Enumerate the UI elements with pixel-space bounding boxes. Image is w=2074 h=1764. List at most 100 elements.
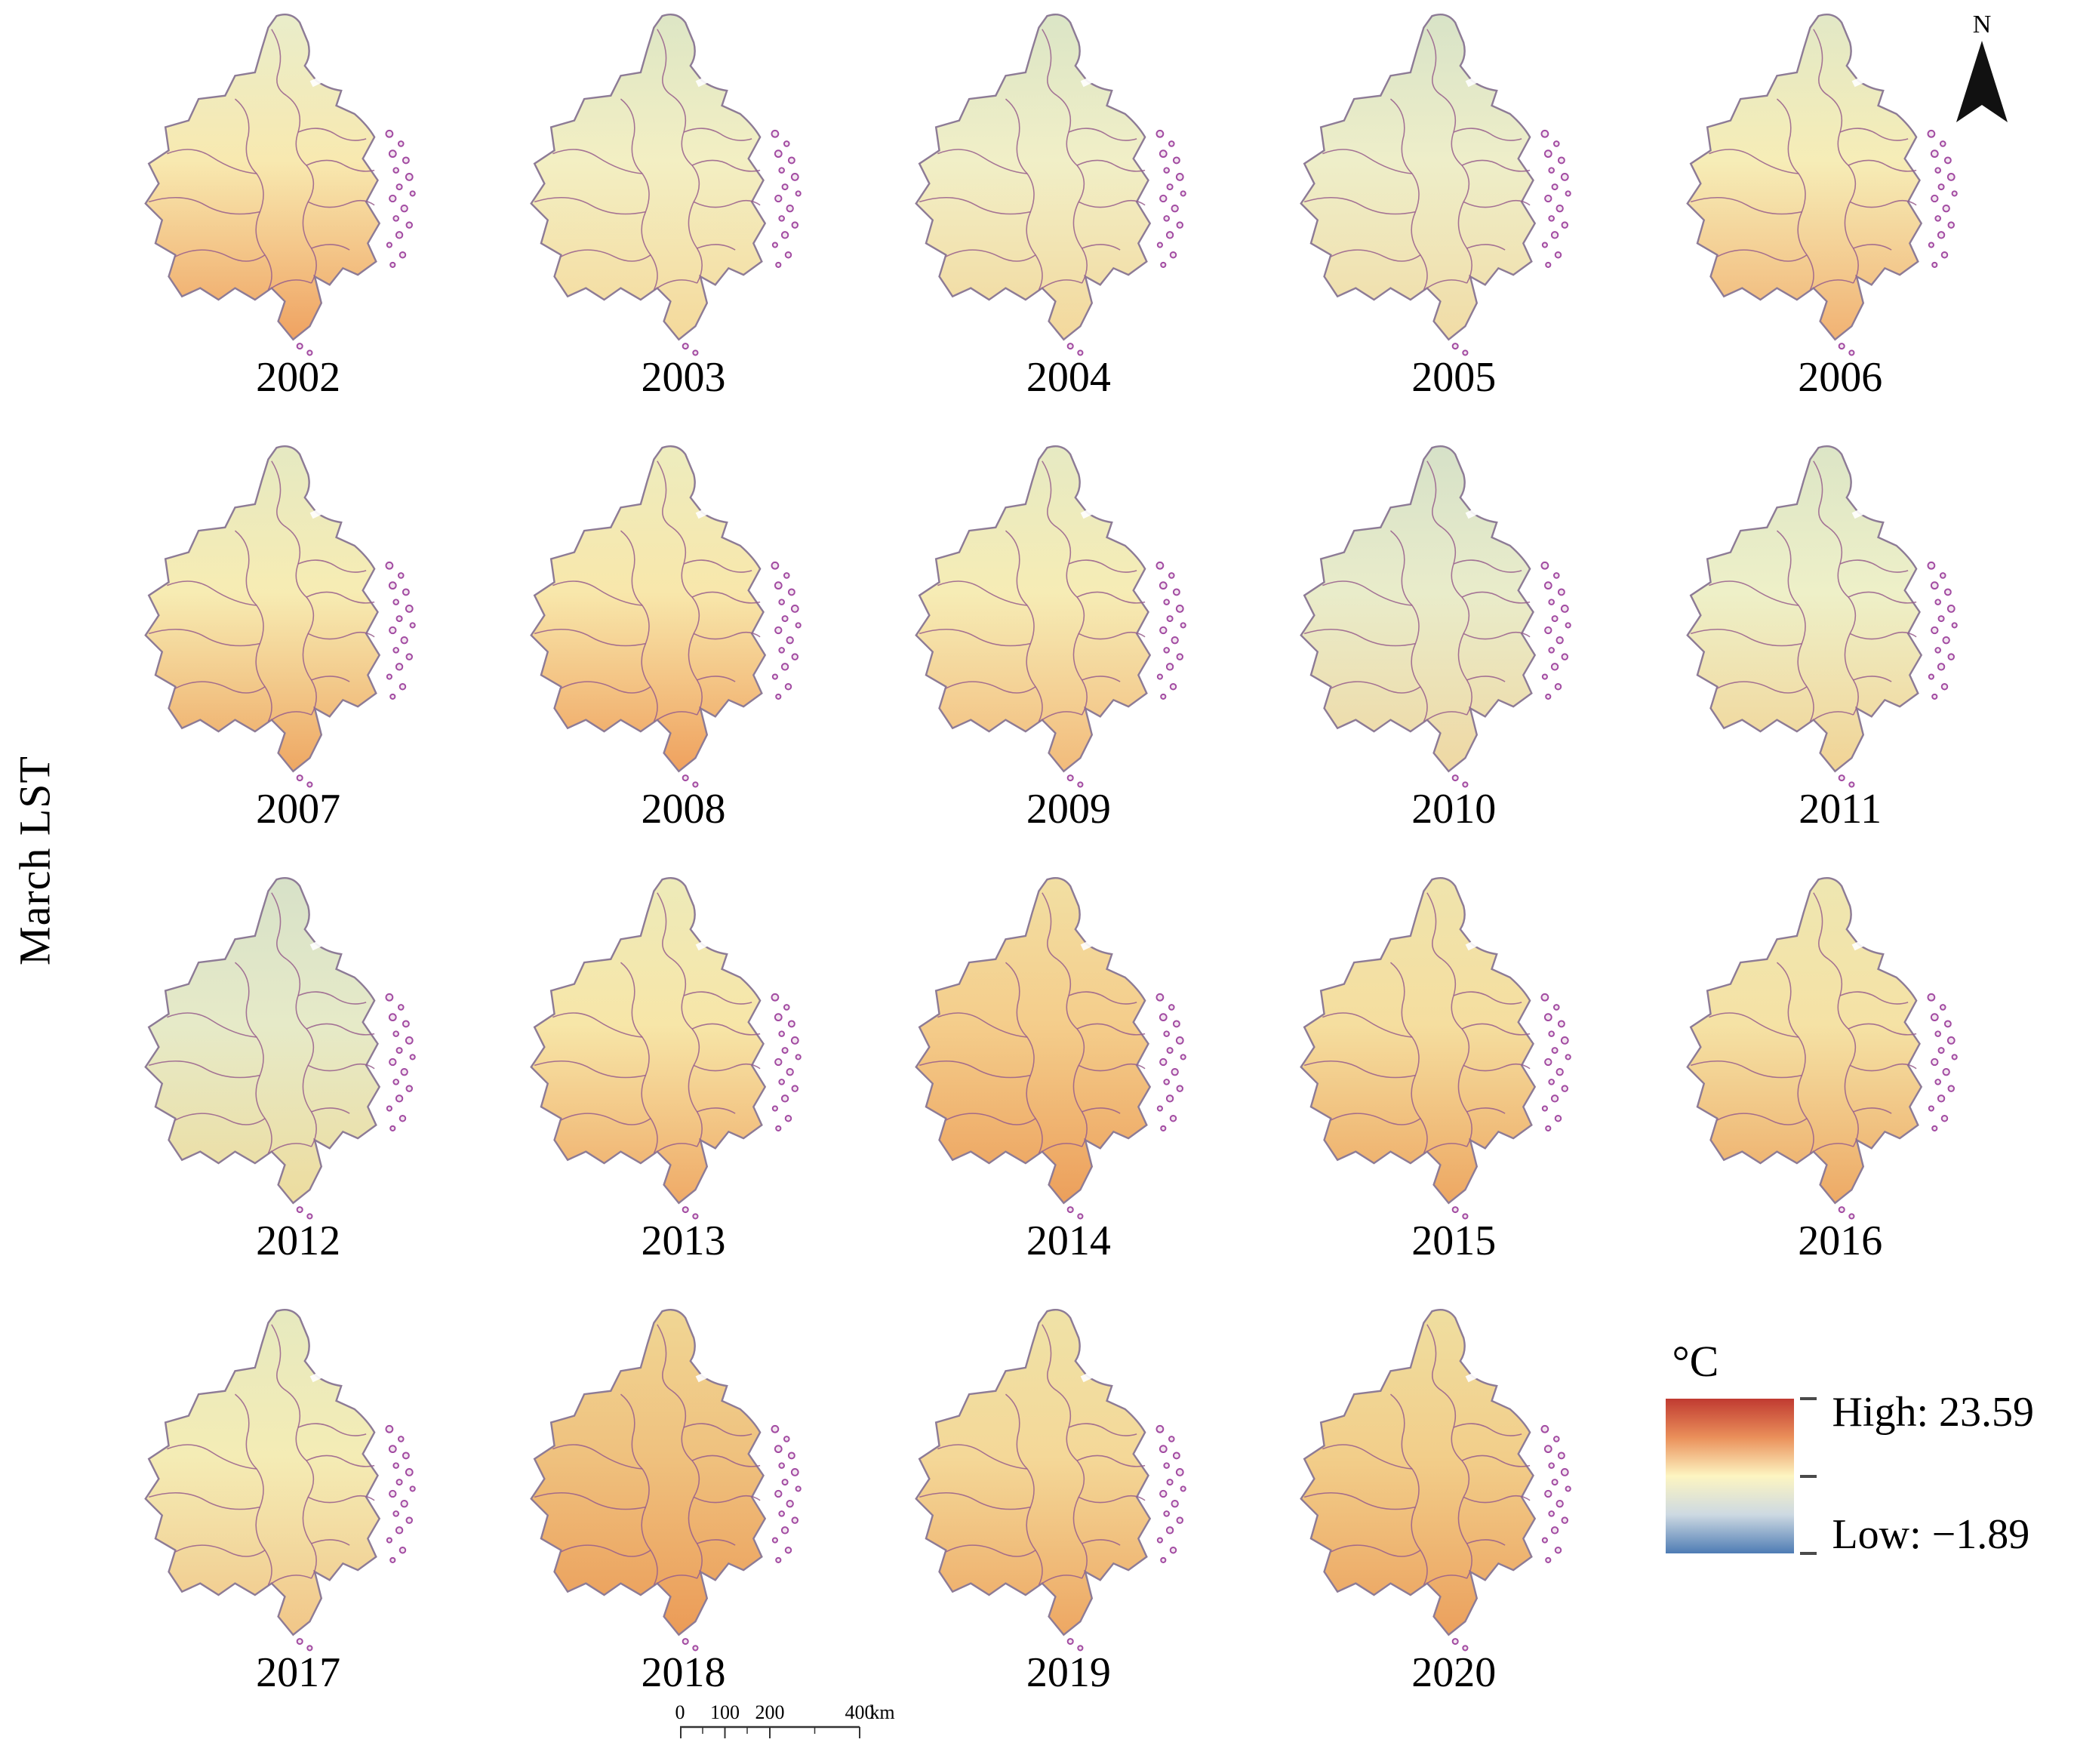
year-label: 2016: [1798, 1218, 1883, 1264]
river-band: [1080, 924, 1157, 951]
island-speckles: [1838, 993, 1958, 1220]
island-speckles: [1838, 561, 1958, 788]
province-shape: [529, 1309, 766, 1636]
prefecture-boundaries: [1304, 1324, 1531, 1586]
lst-map: [1300, 1309, 1571, 1652]
map-cell: 2006: [1646, 6, 2034, 429]
river-band: [1851, 492, 1929, 519]
island-speckles: [296, 1424, 416, 1652]
north-arrow-icon: [1956, 41, 2008, 122]
lst-map: [1686, 445, 1958, 788]
island-speckles: [1066, 1424, 1186, 1652]
map-cell: 2019: [876, 1301, 1261, 1724]
lst-map: [1300, 445, 1571, 788]
year-label: 2014: [1026, 1218, 1111, 1264]
prefecture-boundaries: [919, 892, 1146, 1154]
prefecture-boundaries: [919, 29, 1146, 291]
island-speckles: [1451, 561, 1571, 788]
island-speckles: [296, 129, 416, 356]
legend-unit-label: °C: [1672, 1337, 1719, 1386]
lst-map: [144, 445, 416, 788]
prefecture-boundaries: [1691, 29, 1917, 291]
year-label: 2011: [1799, 786, 1882, 833]
island-speckles: [1066, 129, 1186, 356]
prefecture-boundaries: [149, 460, 375, 722]
province-shape: [915, 14, 1152, 341]
province-shape: [1300, 877, 1537, 1205]
scale-bar-ruler: [680, 1726, 860, 1738]
year-label: 2004: [1026, 354, 1111, 401]
lst-map: [144, 14, 416, 356]
prefecture-boundaries: [534, 892, 761, 1154]
province-shape: [1300, 14, 1537, 341]
map-cell: 2004: [876, 6, 1261, 429]
year-label: 2015: [1411, 1218, 1497, 1264]
map-cell: 2010: [1261, 438, 1646, 860]
province-shape: [915, 877, 1152, 1205]
province-shape: [1686, 445, 1923, 773]
lst-map: [1300, 14, 1571, 356]
province-shape: [529, 14, 766, 341]
legend-high-label: High: 23.59: [1832, 1389, 2034, 1436]
province-shape: [529, 877, 766, 1205]
map-cell: 2017: [106, 1301, 491, 1724]
province-shape: [144, 877, 381, 1205]
island-speckles: [296, 993, 416, 1220]
river-band: [1080, 492, 1157, 519]
island-speckles: [682, 561, 802, 788]
scale-bar: 0 100 200 400 km: [675, 1701, 895, 1741]
prefecture-boundaries: [534, 1324, 761, 1586]
river-band: [1465, 492, 1543, 519]
province-shape: [915, 445, 1152, 773]
lst-map: [529, 14, 802, 356]
island-speckles: [1451, 1424, 1571, 1652]
lst-map: [915, 445, 1186, 788]
prefecture-boundaries: [149, 892, 375, 1154]
prefecture-boundaries: [534, 460, 761, 722]
map-cell: 2014: [876, 870, 1261, 1292]
river-band: [309, 492, 387, 519]
map-cell: 2003: [491, 6, 875, 429]
province-shape: [144, 14, 381, 341]
map-cell: 2016: [1646, 870, 2034, 1292]
island-speckles: [1838, 129, 1958, 356]
year-label: 2003: [641, 354, 726, 401]
map-cell: 2018: [491, 1301, 875, 1724]
river-band: [695, 924, 772, 951]
island-speckles: [682, 1424, 802, 1652]
province-shape: [1686, 14, 1923, 341]
row-label: March LST: [10, 756, 60, 965]
prefecture-boundaries: [1304, 460, 1531, 722]
river-band: [1080, 60, 1157, 88]
map-cell: 2015: [1261, 870, 1646, 1292]
river-band: [1851, 924, 1929, 951]
island-speckles: [1451, 993, 1571, 1220]
year-label: 2012: [256, 1218, 341, 1264]
map-cell: 2013: [491, 870, 875, 1292]
map-cell: 2009: [876, 438, 1261, 860]
year-label: 2002: [256, 354, 341, 401]
province-shape: [144, 1309, 381, 1636]
island-speckles: [682, 993, 802, 1220]
year-label: 2020: [1411, 1649, 1497, 1696]
river-band: [1080, 1356, 1157, 1383]
scale-label-100: 100: [710, 1701, 740, 1723]
prefecture-boundaries: [1691, 892, 1917, 1154]
river-band: [1851, 60, 1929, 88]
year-label: 2006: [1798, 354, 1883, 401]
scale-label-0: 0: [675, 1701, 685, 1723]
year-label: 2008: [641, 786, 726, 833]
prefecture-boundaries: [919, 460, 1146, 722]
province-shape: [144, 445, 381, 773]
prefecture-boundaries: [1304, 892, 1531, 1154]
year-label: 2005: [1411, 354, 1497, 401]
lst-map: [1686, 877, 1958, 1220]
river-band: [1465, 924, 1543, 951]
scale-label-400: 400: [845, 1701, 875, 1723]
island-speckles: [682, 129, 802, 356]
prefecture-boundaries: [149, 1324, 375, 1586]
north-arrow: N: [1929, 11, 2035, 125]
legend: °C High: 23.59 Low: −1.89: [1646, 1301, 2034, 1724]
scale-unit-label: km: [869, 1701, 895, 1723]
